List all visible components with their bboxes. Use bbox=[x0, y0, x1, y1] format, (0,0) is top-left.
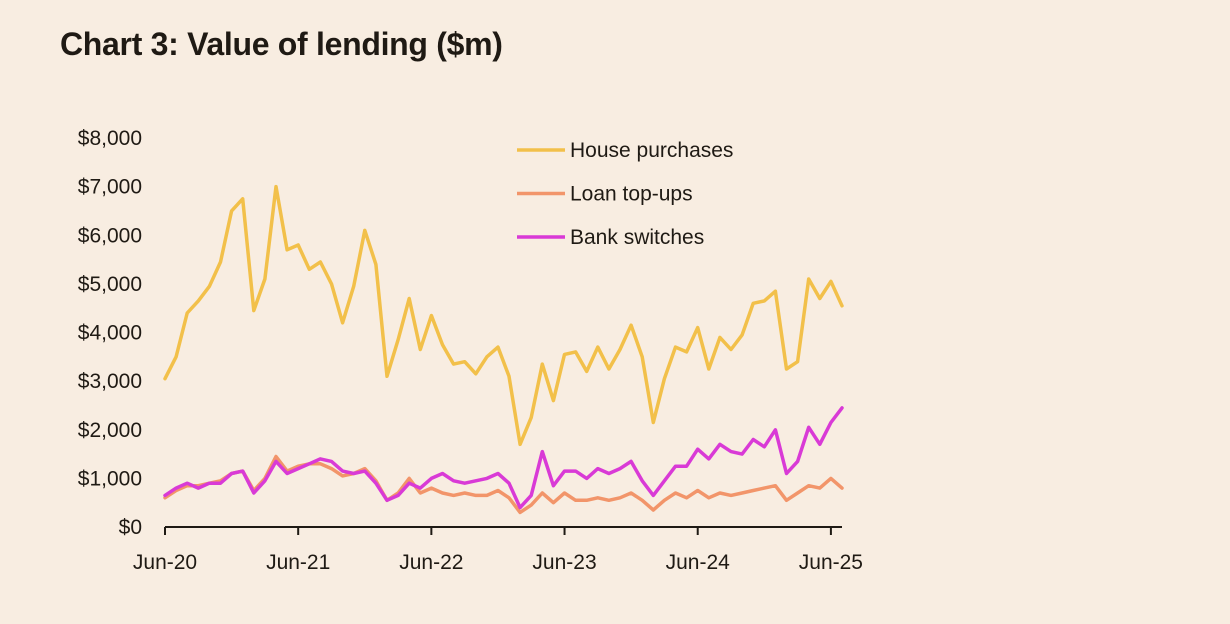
x-tick-label: Jun-20 bbox=[133, 551, 197, 574]
legend: House purchases Loan top-ups Bank switches bbox=[517, 139, 733, 249]
series-line-bank-switches bbox=[163, 406, 844, 510]
y-tick-label: $0 bbox=[119, 516, 142, 539]
legend-label: Bank switches bbox=[570, 226, 704, 249]
chart-title: Chart 3: Value of lending ($m) bbox=[60, 26, 503, 62]
series-line-house-purchases bbox=[163, 184, 844, 447]
y-axis-ticks: $0 $1,000 $2,000 $3,000 $4,000 $5,000 $6,000 $7… bbox=[78, 127, 142, 539]
y-tick-label: $3,000 bbox=[78, 370, 142, 393]
x-tick-label: Jun-23 bbox=[532, 551, 596, 574]
legend-label: House purchases bbox=[570, 139, 733, 162]
y-tick-label: $4,000 bbox=[78, 322, 142, 345]
y-tick-label: $8,000 bbox=[78, 127, 142, 150]
y-tick-label: $7,000 bbox=[78, 176, 142, 199]
y-tick-label: $1,000 bbox=[78, 467, 142, 490]
series-lines bbox=[163, 184, 844, 515]
y-tick-label: $5,000 bbox=[78, 273, 142, 296]
x-axis: Jun-20 Jun-21 Jun-22 Jun-23 Jun-24 Jun-25 bbox=[133, 526, 863, 574]
x-tick-label: Jun-22 bbox=[399, 551, 463, 574]
y-tick-label: $2,000 bbox=[78, 419, 142, 442]
x-tick-label: Jun-24 bbox=[666, 551, 731, 574]
legend-label: Loan top-ups bbox=[570, 183, 693, 206]
x-tick-label: Jun-21 bbox=[266, 551, 330, 574]
x-tick-label: Jun-25 bbox=[799, 551, 863, 574]
y-tick-label: $6,000 bbox=[78, 224, 142, 247]
series-line-loan-top-ups bbox=[163, 454, 844, 515]
